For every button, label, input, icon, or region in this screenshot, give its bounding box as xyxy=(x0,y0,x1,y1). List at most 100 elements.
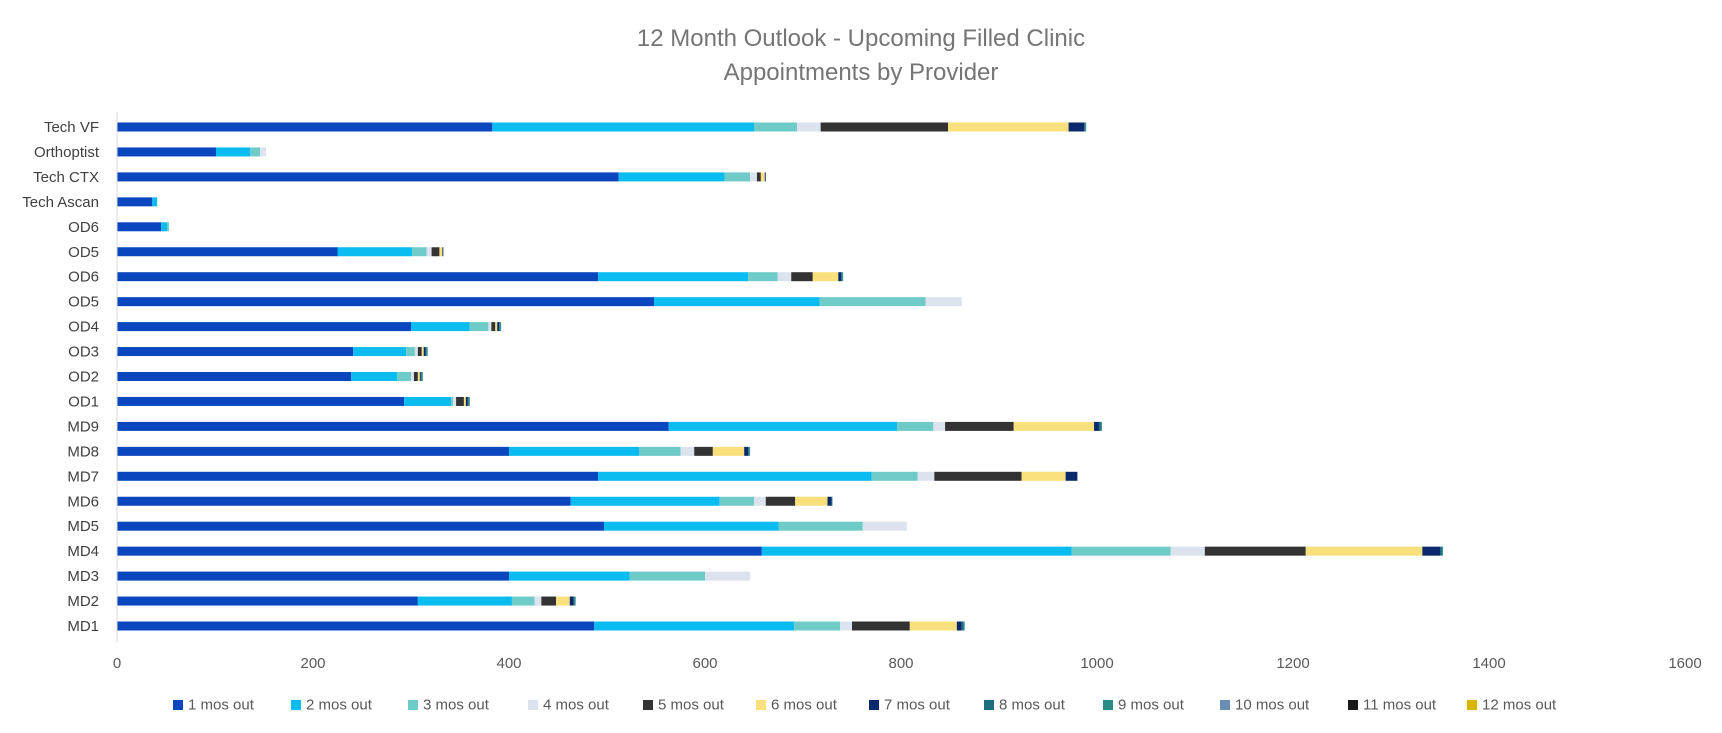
bar-segment-od6-series-5 xyxy=(791,272,813,282)
bar-segment-md8-series-4 xyxy=(680,446,695,456)
bar-segment-tech-ctx-series-7 xyxy=(764,172,766,182)
bar-segment-od4-series-8 xyxy=(499,322,501,332)
bar-segment-od5-series-1 xyxy=(117,247,338,257)
category-label: Orthoptist xyxy=(34,144,100,161)
bar-segment-md4-series-9 xyxy=(1441,546,1443,556)
legend-swatch-series-4 xyxy=(528,700,538,710)
bar-segment-md4-series-7 xyxy=(1422,546,1440,556)
bar-segment-od6-series-3 xyxy=(748,272,778,282)
bar-segment-md8-series-3 xyxy=(639,446,681,456)
bar-segment-orthoptist-series-4 xyxy=(260,147,266,157)
legend-swatch-series-6 xyxy=(756,700,766,710)
bar-segment-md7-series-3 xyxy=(871,471,918,481)
legend-swatch-series-9 xyxy=(1103,700,1113,710)
bar-segment-od6-series-6 xyxy=(812,272,839,282)
x-tick-label: 800 xyxy=(888,655,913,672)
bar-segment-od1-series-6 xyxy=(463,396,466,406)
bar-segment-orthoptist-series-1 xyxy=(117,147,216,157)
bar-segment-od6-series-2 xyxy=(598,272,749,282)
bar-segment-od1-series-7 xyxy=(465,396,468,406)
category-label: OD6 xyxy=(68,219,99,236)
bar-segment-od2-series-1 xyxy=(117,372,352,381)
bar-segment-od6-series-4 xyxy=(777,272,792,282)
x-tick-label: 1000 xyxy=(1080,655,1113,672)
bar-segment-md8-series-5 xyxy=(694,446,713,456)
bar-segment-md4-series-2 xyxy=(761,546,1072,556)
bar-segment-md9-series-7 xyxy=(1094,421,1099,431)
category-label: Tech Ascan xyxy=(22,194,99,211)
bar-segment-md9-series-3 xyxy=(897,421,934,431)
bar-segment-od2-series-4 xyxy=(411,372,414,381)
legend-label-series-8: 8 mos out xyxy=(999,697,1066,714)
x-tick-label: 0 xyxy=(113,655,121,672)
x-tick-label: 1600 xyxy=(1668,655,1701,672)
category-label: MD9 xyxy=(67,418,99,435)
legend-swatch-series-3 xyxy=(408,700,418,710)
bar-segment-od5-series-4 xyxy=(925,297,962,307)
bar-segment-md2-series-2 xyxy=(417,596,512,606)
bar-segment-md9-series-9 xyxy=(1100,421,1102,431)
bar-segment-od1-series-5 xyxy=(456,396,464,406)
bar-segment-od3-series-2 xyxy=(353,347,407,357)
bar-segment-md5-series-3 xyxy=(778,521,863,531)
category-label: Tech CTX xyxy=(33,169,99,186)
category-label: OD1 xyxy=(68,393,99,410)
bar-segment-md4-series-4 xyxy=(1170,546,1205,556)
bar-segment-md4-series-1 xyxy=(117,546,762,556)
bar-segment-od4-series-3 xyxy=(469,322,489,332)
legend-swatch-series-7 xyxy=(869,700,879,710)
bar-segment-od1-series-3 xyxy=(451,396,454,406)
category-label: MD6 xyxy=(67,493,99,510)
bar-segment-od2-series-7 xyxy=(419,372,421,381)
x-tick-label: 600 xyxy=(692,655,717,672)
bar-segment-od5-series-5 xyxy=(431,247,440,257)
legend-swatch-series-1 xyxy=(173,700,183,710)
bar-segment-tech-vf-series-6 xyxy=(948,122,1069,132)
bar-segment-md2-series-8 xyxy=(573,596,575,606)
bar-segment-md8-series-6 xyxy=(712,446,745,456)
bar-segment-md3-series-4 xyxy=(705,571,751,581)
x-tick-label: 400 xyxy=(496,655,521,672)
bar-segment-od2-series-3 xyxy=(397,372,411,381)
bar-segment-md9-series-2 xyxy=(668,421,898,431)
bar-segment-tech-ctx-series-1 xyxy=(117,172,619,182)
bar-segment-od1-series-4 xyxy=(453,396,457,406)
category-label: MD2 xyxy=(67,593,99,610)
bar-segment-od4-series-6 xyxy=(495,322,498,332)
bar-segment-md9-series-5 xyxy=(945,421,1014,431)
bar-segment-md1-series-7 xyxy=(956,621,962,631)
bar-segment-od5-series-3 xyxy=(411,247,427,257)
bar-segment-od6-series-2 xyxy=(161,222,167,232)
bar-segment-od2-series-9 xyxy=(421,372,423,381)
bar-segment-md4-series-5 xyxy=(1204,546,1306,556)
bar-segment-md1-series-5 xyxy=(852,621,910,631)
chart-title-line-1: 12 Month Outlook - Upcoming Filled Clini… xyxy=(637,25,1085,52)
bar-segment-od1-series-8 xyxy=(467,396,469,406)
bar-segment-tech-vf-series-3 xyxy=(754,122,798,132)
bar-segment-md2-series-9 xyxy=(574,596,576,606)
legend-swatch-series-12 xyxy=(1467,700,1477,710)
bar-segment-tech-vf-series-8 xyxy=(1084,122,1086,132)
bar-segment-od6-series-7 xyxy=(838,272,842,282)
legend-label-series-6: 6 mos out xyxy=(771,697,838,714)
bar-segment-md8-series-7 xyxy=(744,446,749,456)
bar-segment-md6-series-3 xyxy=(719,496,754,506)
bar-segment-md9-series-8 xyxy=(1098,421,1101,431)
category-label: MD4 xyxy=(67,543,99,560)
bar-segment-tech-ascan-series-2 xyxy=(152,197,158,207)
bar-segment-md6-series-5 xyxy=(765,496,796,506)
bar-segment-od4-series-7 xyxy=(497,322,500,332)
bar-segment-md7-series-7 xyxy=(1065,471,1078,481)
bar-segment-md5-series-1 xyxy=(117,521,605,531)
bar-segment-md1-series-9 xyxy=(963,621,965,631)
legend-label-series-11: 11 mos out xyxy=(1363,697,1437,714)
legend-label-series-4: 4 mos out xyxy=(543,697,610,714)
legend-label-series-1: 1 mos out xyxy=(188,697,255,714)
bar-segment-md2-series-6 xyxy=(556,596,570,606)
bar-segment-od4-series-9 xyxy=(500,322,502,332)
bar-segment-md6-series-1 xyxy=(117,496,571,506)
category-label: MD5 xyxy=(67,518,99,535)
bar-segment-od3-series-6 xyxy=(421,347,424,357)
legend-label-series-10: 10 mos out xyxy=(1235,697,1310,714)
